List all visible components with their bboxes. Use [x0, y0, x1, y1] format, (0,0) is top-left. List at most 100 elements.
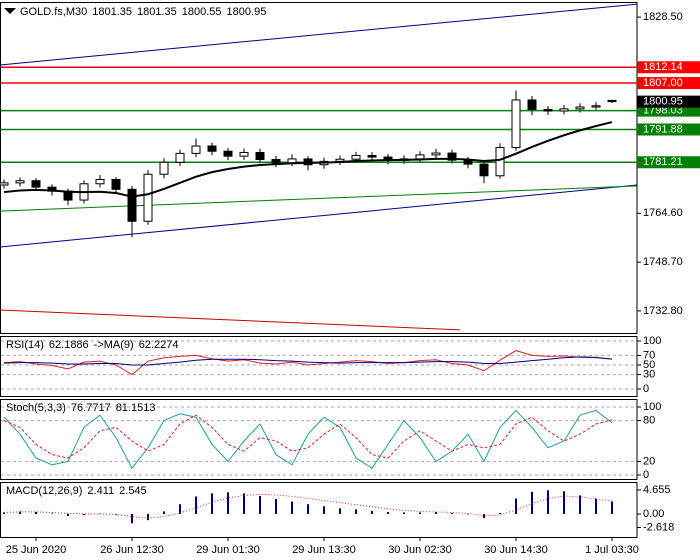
- y-tick-label: 0.00: [643, 508, 664, 520]
- candle-body: [271, 159, 281, 164]
- histogram-bar: [243, 493, 245, 514]
- candle-body: [495, 147, 505, 177]
- histogram-bar: [563, 491, 565, 514]
- histogram-bar: [355, 509, 357, 514]
- y-tick-label: 1748.70: [643, 256, 683, 268]
- y-tick-label: 50: [643, 359, 655, 371]
- y-tick-label: 100: [643, 335, 661, 347]
- histogram-bar: [195, 496, 197, 514]
- header-item: GOLD.fs,M30: [20, 6, 87, 18]
- histogram-bar: [131, 513, 133, 524]
- y-tick-label: 1732.80: [643, 305, 683, 317]
- x-tick-label: 30 Jun 02:30: [388, 544, 452, 556]
- y-tick-label: 20: [643, 455, 655, 467]
- panel-header: Stoch(5,3,3) 76.7717 81.1513: [6, 402, 155, 414]
- header-item: 2.411: [87, 485, 114, 497]
- y-tick-label: 1764.60: [643, 207, 683, 219]
- header-item: 1801.35: [92, 6, 132, 18]
- candle-body: [447, 152, 457, 161]
- panel-header: GOLD.fs,M30 1801.35 1801.35 1800.55 1800.95: [20, 6, 266, 18]
- y-tick-label: 0: [643, 383, 649, 395]
- level-label-box: [637, 61, 700, 74]
- candle-body: [223, 150, 233, 157]
- series-line: [3, 350, 613, 376]
- histogram-bar: [51, 513, 53, 514]
- x-tick-label: 1 Jul 03:30: [585, 544, 639, 556]
- histogram-bar: [323, 506, 325, 514]
- candle-body: [591, 105, 601, 108]
- header-item: 76.7717: [71, 402, 111, 414]
- histogram-bar: [499, 512, 501, 514]
- histogram-bar: [435, 511, 437, 514]
- candle-body: [351, 155, 361, 160]
- y-tick-label: 70: [643, 349, 655, 361]
- histogram-bar: [211, 493, 213, 514]
- x-tick-label: 25 Jun 2020: [6, 544, 67, 556]
- candle-body: [255, 151, 265, 161]
- header-item: 62.1886: [49, 339, 89, 351]
- histogram-bar: [595, 498, 597, 514]
- histogram-bar: [259, 495, 261, 514]
- panel-header: MACD(12,26,9) 2.411 2.545: [6, 485, 147, 497]
- candle-body: [559, 108, 569, 112]
- histogram-bar: [147, 513, 149, 521]
- candle-body: [15, 180, 25, 184]
- level-label-box: [637, 156, 700, 169]
- last-price-box: [637, 95, 700, 108]
- header-item: MACD(12,26,9): [6, 485, 82, 497]
- histogram-bar: [579, 495, 581, 514]
- trend-line: [0, 309, 461, 331]
- panel-frame: [0, 482, 638, 538]
- candle-body: [431, 152, 441, 156]
- y-tick-label: 30: [643, 368, 655, 380]
- histogram-bar: [611, 501, 613, 514]
- y-tick-label: 4.655: [643, 484, 671, 496]
- candle-body: [111, 178, 121, 190]
- header-item: 62.2274: [139, 339, 179, 351]
- histogram-bar: [387, 511, 389, 514]
- level-label-box: [637, 77, 700, 90]
- header-item: 2.545: [119, 485, 147, 497]
- histogram-bar: [163, 511, 165, 514]
- panel-header: RSI(14) 62.1886 ->MA(9) 62.2274: [6, 339, 178, 351]
- candle-body: [367, 155, 377, 158]
- level-label: 1807.00: [643, 77, 683, 89]
- candle-body: [511, 99, 521, 149]
- histogram-bar: [403, 512, 405, 514]
- candle-body: [479, 163, 489, 177]
- candle-body: [127, 188, 137, 222]
- histogram-bar: [179, 504, 181, 514]
- candle-body: [239, 151, 249, 157]
- histogram-bar: [3, 512, 5, 514]
- histogram-bar: [115, 513, 117, 516]
- x-tick-label: 29 Jun 13:30: [292, 544, 356, 556]
- header-item: 1800.55: [182, 6, 222, 18]
- histogram-bar: [275, 499, 277, 514]
- candle-body: [607, 99, 617, 103]
- y-tick-label: 0: [643, 469, 649, 481]
- level-label-box: [637, 123, 700, 136]
- x-tick-label: 26 Jun 12:30: [100, 544, 164, 556]
- level-label: 1781.21: [643, 156, 683, 168]
- histogram-bar: [83, 513, 85, 516]
- candle-body: [527, 99, 537, 110]
- symbol-icon: [4, 8, 16, 14]
- panel-frame: [0, 336, 638, 397]
- header-item: ->MA(9): [94, 339, 134, 351]
- level-label: 1812.14: [643, 61, 683, 73]
- candle-body: [31, 180, 41, 188]
- level-label: 1791.88: [643, 123, 683, 135]
- candle-body: [575, 106, 585, 110]
- y-tick-label: -2.618: [643, 521, 674, 533]
- last-price: 1800.95: [643, 96, 683, 108]
- y-tick-label: 1828.50: [643, 11, 683, 23]
- header-item: 1801.35: [137, 6, 177, 18]
- histogram-bar: [67, 513, 69, 517]
- candle-body: [159, 161, 169, 175]
- x-tick-label: 30 Jun 14:30: [484, 544, 548, 556]
- series-line: [3, 409, 613, 470]
- series-line: [3, 121, 613, 198]
- histogram-bar: [483, 513, 485, 519]
